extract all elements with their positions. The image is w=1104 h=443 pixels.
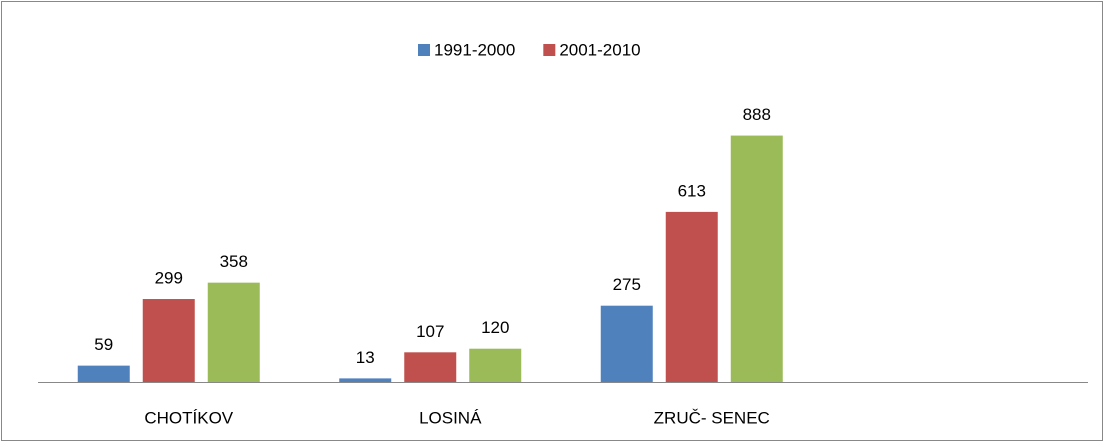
value-label: 888 [743, 105, 771, 124]
bar [730, 135, 783, 382]
legend-swatch [543, 44, 556, 56]
bar [665, 211, 718, 382]
bar [207, 282, 260, 382]
value-label: 13 [356, 348, 375, 367]
bar [142, 299, 195, 382]
bar [404, 352, 457, 382]
value-label: 613 [678, 181, 706, 200]
x-tick-label: CHOTÍKOV [144, 408, 233, 427]
x-tick-label: ZRUČ- SENEC [654, 408, 770, 427]
bar [600, 305, 653, 382]
value-label: 358 [220, 252, 248, 271]
bar [339, 378, 392, 382]
bar [77, 365, 130, 382]
bar [469, 348, 522, 382]
x-tick-label: LOSINÁ [419, 408, 482, 427]
value-label: 59 [94, 335, 113, 354]
value-label: 107 [416, 322, 444, 341]
value-label: 120 [481, 318, 509, 337]
value-label: 299 [155, 269, 183, 288]
legend-label: 1991-2000 [434, 40, 515, 59]
value-label: 275 [613, 275, 641, 294]
legend-swatch [418, 44, 430, 56]
legend-label: 2001-2010 [559, 40, 640, 59]
